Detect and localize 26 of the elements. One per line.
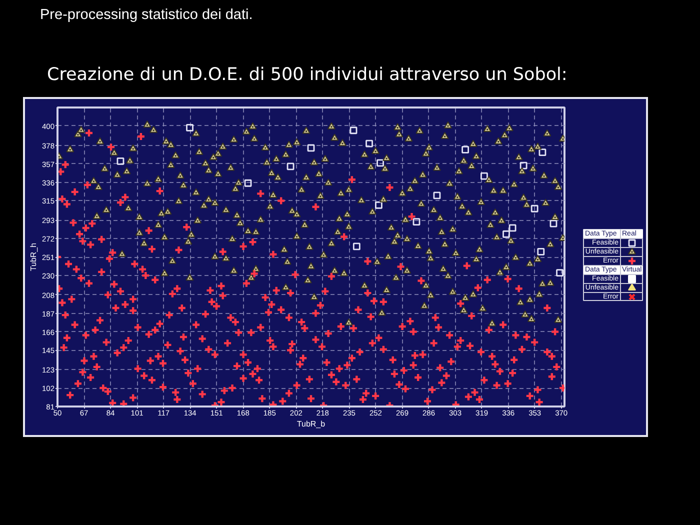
point [412, 218, 420, 226]
point [244, 179, 252, 187]
point [480, 172, 488, 180]
point [520, 162, 528, 170]
point [376, 159, 384, 167]
point [538, 148, 546, 156]
point [502, 230, 510, 238]
point [556, 269, 564, 277]
point [286, 162, 294, 170]
point [116, 157, 124, 165]
point [375, 201, 382, 209]
point [307, 144, 315, 152]
point [462, 146, 470, 154]
y-axis-title: TubR_h [28, 242, 38, 272]
x-axis-title: TubR_b [296, 420, 326, 428]
point [433, 192, 441, 200]
point [366, 140, 373, 148]
point [352, 242, 360, 250]
point [350, 126, 358, 134]
chart-title: Pre-processing statistico dei dati. [40, 6, 253, 25]
point [186, 124, 194, 132]
point [508, 224, 516, 232]
point [550, 220, 558, 228]
point [530, 204, 538, 212]
chart-subtitle: Creazione di un D.O.E. di 500 individui attraverso un Sobol: [47, 64, 568, 87]
point [537, 248, 545, 256]
